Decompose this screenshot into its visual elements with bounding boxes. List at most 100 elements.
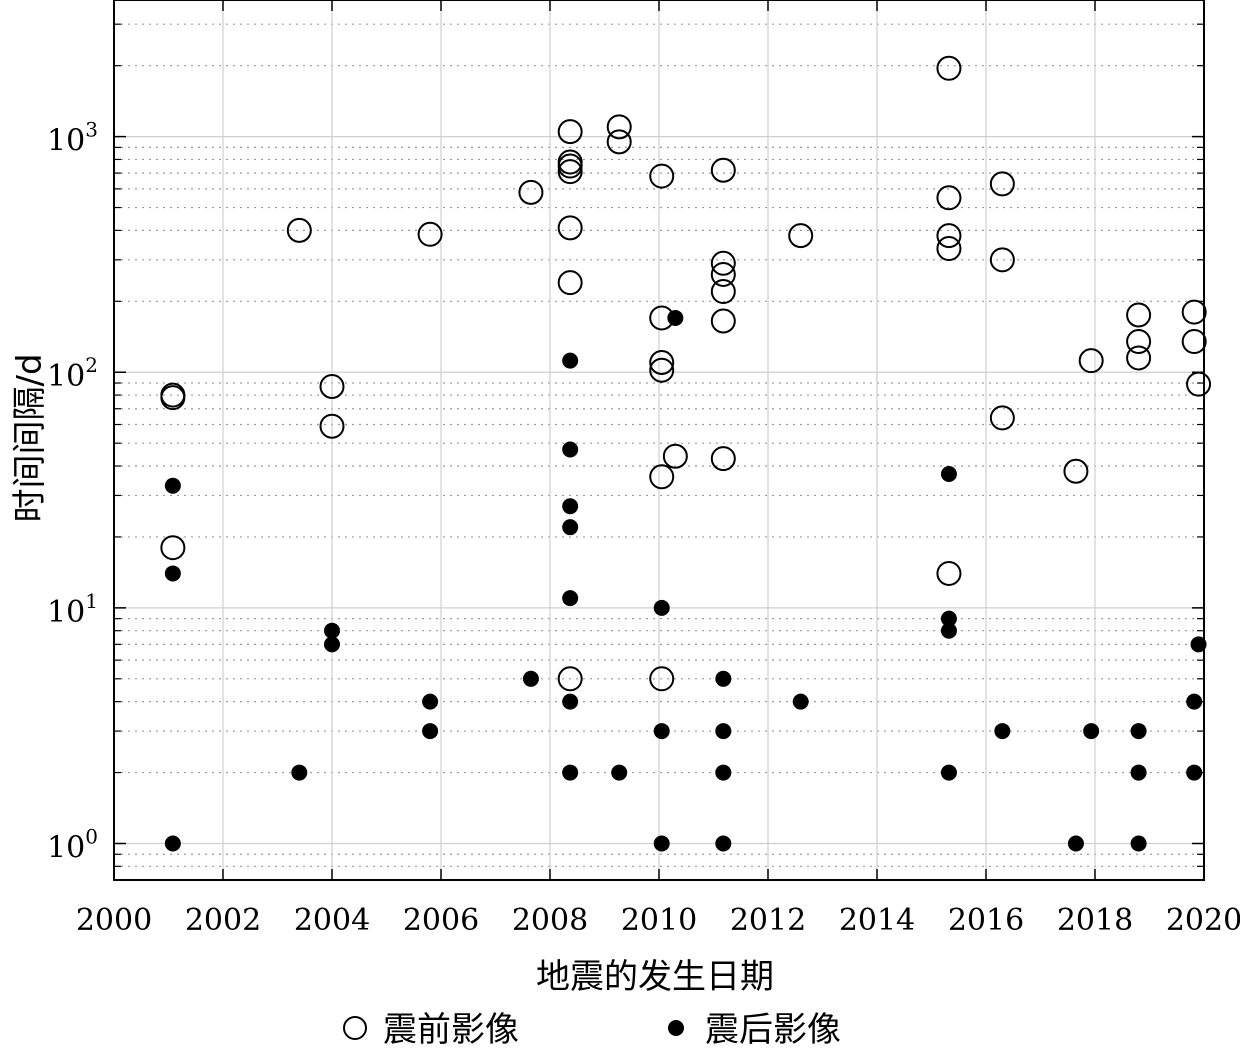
x-tick-labels: 2000 2002 2004 2006 2008 2010 2012 2014 2016 2018… [76,903,1240,938]
post-earthquake-point [164,835,181,852]
post-earthquake-point [611,764,628,781]
pre-earthquake-point [606,114,632,140]
y-tick-label: 100 [47,825,98,866]
y-tick-label: 101 [47,589,98,630]
post-earthquake-point [562,498,579,515]
pre-earthquake-point [710,261,736,287]
y-tick-label: 102 [47,353,98,394]
post-earthquake-point [653,835,670,852]
post-earthquake-point [562,441,579,458]
legend-label-pre: 震前影像 [383,1010,519,1050]
post-earthquake-point [653,723,670,740]
pre-earthquake-point [710,250,736,276]
legend-label-post: 震后影像 [705,1010,841,1050]
post-earthquake-point [1067,835,1084,852]
x-tick-label: 2002 [185,903,261,938]
x-tick-label: 2006 [403,903,479,938]
post-earthquake-point [422,693,439,710]
pre-earthquake-point [649,349,675,375]
post-earthquake-point [994,723,1011,740]
pre-earthquake-point [557,270,583,296]
post-earthquake-point [422,723,439,740]
pre-earthquake-point [649,163,675,189]
pre-earthquake-point [557,119,583,145]
post-earthquake-point [562,590,579,607]
pre-earthquake-point [557,666,583,692]
pre-earthquake-point [518,179,544,205]
x-tick-label: 2008 [512,903,588,938]
post-earthquake-point [715,764,732,781]
legend-marker-filled-circle [668,1020,684,1036]
pre-earthquake-point [160,535,186,561]
post-earthquake-point [1186,764,1203,781]
plot-frame [113,0,1205,881]
y-axis-title: 时间间隔/d [10,353,50,522]
pre-earthquake-point [989,405,1015,431]
pre-earthquake-point [649,357,675,383]
pre-earthquake-point [319,373,345,399]
series-post-earthquake [164,309,1207,852]
x-tick-label: 2020 [1166,903,1240,938]
post-earthquake-point [940,622,957,639]
x-tick-label: 2012 [730,903,806,938]
series-pre-earthquake [160,55,1212,692]
post-earthquake-point [1130,764,1147,781]
post-earthquake-point [715,723,732,740]
x-tick-label: 2014 [839,903,915,938]
post-earthquake-point [164,477,181,494]
post-earthquake-point [940,465,957,482]
y-tick-label: 103 [47,118,98,159]
pre-earthquake-point [710,308,736,334]
x-axis-title: 地震的发生日期 [536,957,774,997]
post-earthquake-point [324,636,340,653]
post-earthquake-point [164,565,181,582]
y-tick-labels: 100 101 102 103 [47,118,98,866]
post-earthquake-point [562,693,579,710]
pre-earthquake-point [710,279,736,305]
legend-marker-open-circle [343,1016,367,1040]
pre-earthquake-point [1126,345,1152,371]
pre-earthquake-point [557,159,583,185]
pre-earthquake-point [1181,329,1207,355]
x-tick-label: 2010 [621,903,697,938]
pre-earthquake-point [649,666,675,692]
post-earthquake-point [1190,636,1207,653]
post-earthquake-point [522,670,539,687]
post-earthquake-point [1186,693,1203,710]
pre-earthquake-point [649,464,675,490]
pre-earthquake-point [319,413,345,439]
pre-earthquake-point [1063,458,1089,484]
pre-earthquake-point [989,247,1015,273]
pre-earthquake-point [936,55,962,81]
pre-earthquake-point [1126,302,1152,328]
post-earthquake-point [1130,723,1147,740]
post-earthquake-point [1083,723,1100,740]
pre-earthquake-point [1181,299,1207,325]
x-tick-label: 2004 [294,903,370,938]
post-earthquake-point [1130,835,1147,852]
post-earthquake-point [715,835,732,852]
post-earthquake-point [653,599,670,616]
post-earthquake-point [667,309,684,326]
pre-earthquake-point [936,236,962,262]
post-earthquake-point [562,352,579,369]
pre-earthquake-point [710,446,736,472]
post-earthquake-point [291,764,308,781]
pre-earthquake-point [662,443,688,469]
post-earthquake-point [940,610,957,627]
pre-earthquake-point [989,171,1015,197]
pre-earthquake-point [417,221,443,247]
pre-earthquake-point [1126,329,1152,355]
pre-earthquake-point [557,153,583,179]
pre-earthquake-point [936,185,962,211]
pre-earthquake-point [286,217,312,243]
post-earthquake-point [562,764,579,781]
post-earthquake-point [792,693,809,710]
pre-earthquake-point [606,129,632,155]
pre-earthquake-point [1186,371,1212,397]
x-tick-label: 2018 [1057,903,1133,938]
x-tick-label: 2016 [948,903,1024,938]
pre-earthquake-point [710,157,736,183]
